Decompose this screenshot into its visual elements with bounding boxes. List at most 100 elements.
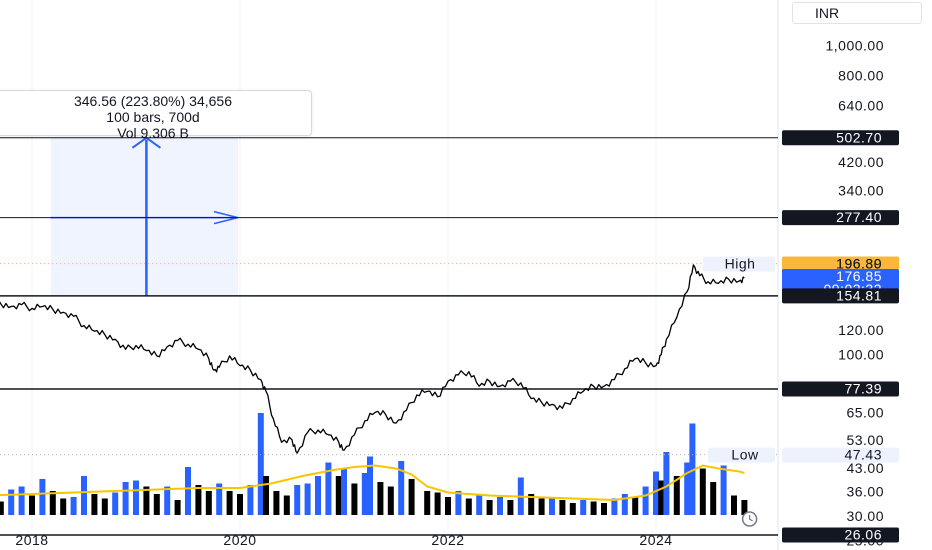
volume-bar — [283, 495, 290, 515]
volume-bar — [387, 486, 394, 515]
price-axis-label: 120.00 — [838, 322, 884, 338]
measure-tooltip: 346.56 (223.80%) 34,656 100 bars, 700d V… — [0, 90, 312, 141]
volume-bar — [39, 479, 46, 515]
measure-tool[interactable] — [50, 136, 239, 296]
volume-bar — [632, 497, 639, 515]
price-axis-label: 30.00 — [846, 508, 884, 524]
volume-bar — [164, 486, 171, 515]
volume-bar — [112, 492, 119, 515]
volume-bar — [642, 486, 649, 515]
volume-bar — [601, 503, 607, 515]
volume-bar — [263, 476, 269, 515]
price-axis-label: 43.00 — [846, 460, 884, 476]
volume-bar — [699, 468, 706, 515]
price-tag-box — [782, 256, 899, 272]
price-tag-label: 26.06 — [844, 527, 882, 543]
volume-bar — [408, 479, 415, 515]
time-axis[interactable]: 2018 2020 2022 2024 — [15, 532, 672, 548]
price-axis-label: 36.00 — [846, 484, 884, 500]
measure-region — [50, 137, 238, 296]
price-tag-label: 196.39 — [836, 255, 882, 271]
volume-bar — [195, 485, 202, 515]
volume-bar — [663, 452, 670, 515]
price-tags: 502.70277.40196.39176.8509:02:32154.8177… — [703, 129, 899, 543]
volume-bar — [81, 476, 87, 515]
currency-label[interactable]: INR — [792, 2, 922, 24]
price-axis-label: 340.00 — [838, 182, 884, 198]
volume-bar — [294, 485, 301, 515]
volume-bar — [497, 497, 503, 515]
price-axis-label: 53.00 — [846, 432, 884, 448]
high-marker-box — [703, 256, 775, 272]
volume-bar — [304, 483, 311, 515]
volume-bar — [398, 461, 405, 515]
time-axis-label: 2022 — [431, 532, 464, 548]
volume-bar — [424, 491, 431, 515]
time-axis-label: 2020 — [223, 532, 256, 548]
high-marker-label: High — [725, 256, 756, 272]
volume-bar — [549, 497, 555, 515]
volume-bar — [710, 482, 717, 515]
volume-bar — [91, 494, 98, 515]
volume-ma-line — [0, 464, 745, 502]
high-marker-value: 196.80 — [836, 256, 882, 272]
price-tag-label: 502.70 — [836, 129, 882, 145]
price-axis-label: 640.00 — [838, 97, 884, 113]
volume-bar — [315, 476, 321, 515]
volume-bar — [226, 491, 233, 515]
price-tag-box — [782, 130, 899, 146]
volume-bar — [476, 495, 483, 515]
volume-bar — [205, 491, 212, 515]
volume-bar — [153, 494, 160, 515]
price-series — [0, 264, 745, 454]
volume-bar — [133, 480, 139, 515]
volume-bar — [351, 483, 358, 515]
price-tag-label: 277.40 — [836, 209, 882, 225]
volume-bar — [335, 476, 342, 515]
time-axis-label: 2018 — [15, 532, 48, 548]
price-axis-label: 1,000.00 — [826, 37, 885, 53]
volume-bar — [653, 471, 659, 515]
volume-bar — [216, 483, 223, 515]
volume-bar — [70, 497, 77, 515]
volume-bar — [247, 485, 254, 515]
volume-bar — [673, 476, 680, 515]
price-tag-box — [782, 210, 899, 226]
volume-bar — [60, 498, 67, 515]
volume-bar — [185, 467, 191, 515]
volume-bar — [528, 494, 535, 515]
price-line — [0, 264, 745, 454]
volume-bar — [237, 494, 243, 515]
price-tag-label: 176.85 — [836, 268, 882, 284]
volume-bar — [273, 491, 280, 515]
volume-bar — [590, 501, 597, 515]
volume-bar — [325, 462, 332, 515]
volume-bar — [0, 501, 4, 515]
price-axis-label: 65.00 — [846, 404, 884, 420]
horizontal-levels[interactable] — [0, 137, 778, 536]
price-tag-label: 154.81 — [836, 287, 882, 303]
time-axis-label: 2024 — [639, 532, 672, 548]
volume-bar — [465, 498, 472, 515]
price-axis-label: 420.00 — [838, 154, 884, 170]
price-axis-label: 800.00 — [838, 67, 884, 83]
volume-bar — [49, 491, 56, 515]
price-tag-box — [782, 381, 899, 397]
volume-bar — [538, 498, 545, 515]
low-marker-label: Low — [731, 447, 759, 463]
volume-bar — [731, 495, 737, 515]
volume-bar — [455, 491, 462, 515]
volume-bars — [0, 413, 748, 515]
price-tag-label: 77.39 — [844, 380, 882, 396]
volume-bar — [143, 486, 150, 515]
volume-bar — [101, 498, 108, 515]
volume-bar — [658, 480, 665, 515]
volume-bar — [257, 413, 264, 515]
volume-bar — [569, 503, 576, 515]
clock-hands — [748, 515, 753, 522]
low-value-box — [782, 447, 899, 463]
volume-bar — [507, 500, 514, 515]
volume-bar — [434, 492, 441, 515]
